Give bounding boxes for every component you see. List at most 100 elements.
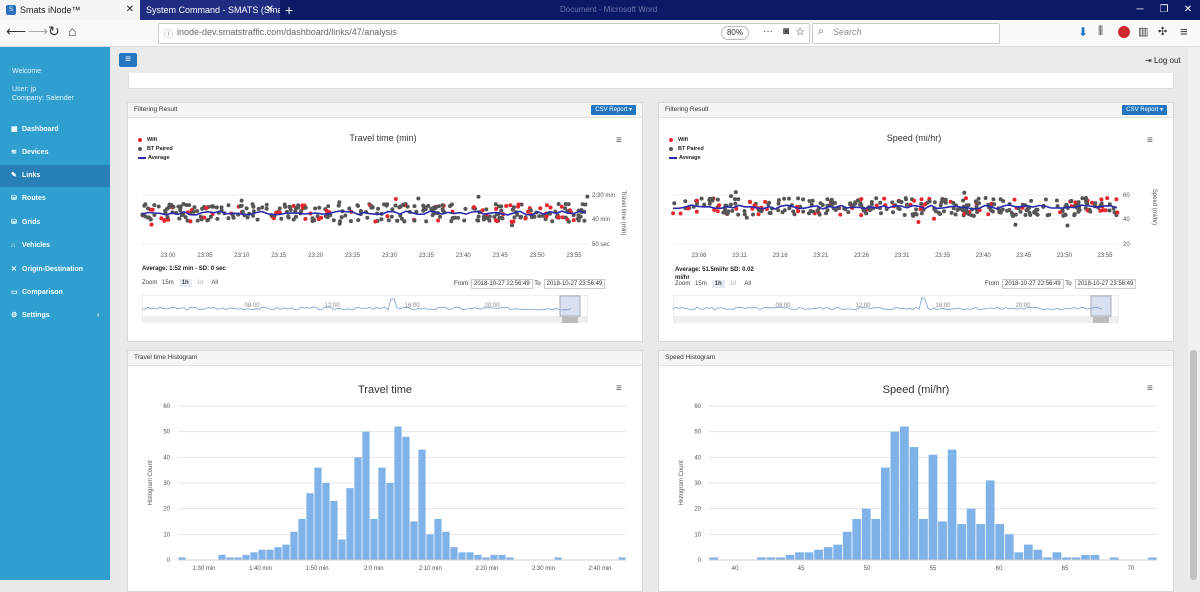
bt-point: [976, 196, 981, 201]
from-date-input[interactable]: 2018-10-27 22:56:49: [471, 279, 533, 289]
bt-point: [730, 208, 735, 213]
sidebar-item-settings[interactable]: ⚙ Settings ‹: [0, 305, 110, 327]
bt-point: [1013, 222, 1018, 227]
scrollbar-thumb[interactable]: [1190, 350, 1197, 580]
histogram-bar: [757, 557, 766, 560]
zoom-15m-button[interactable]: 15m: [695, 281, 707, 287]
from-date-input[interactable]: 2018-10-27 22:56:49: [1002, 279, 1064, 289]
to-date-input[interactable]: 2018-10-27 23:56:49: [1074, 279, 1137, 289]
speed-scatter-chart: 60 40 20 Speed (mi/hr) 23:06 23:11 23:16 23:21 2…: [671, 189, 1157, 259]
sidebar-toggle-icon[interactable]: ▥: [1138, 26, 1149, 38]
zoom-15m-button[interactable]: 15m: [162, 280, 174, 286]
sidebar-item-routes[interactable]: ⛁ Routes: [0, 188, 110, 210]
sidebar-item-label: Origin-Destination: [22, 266, 84, 273]
bt-point: [864, 211, 869, 216]
chart-menu-icon[interactable]: ≡: [616, 383, 622, 394]
logout-link[interactable]: ⇥ Log out: [1145, 56, 1181, 65]
bt-point: [1032, 210, 1037, 215]
tab-smats-inode[interactable]: S Smats iNode™ ✕: [0, 0, 140, 20]
search-field[interactable]: ⌕ Search: [812, 23, 1000, 44]
histogram-bar: [410, 521, 418, 560]
back-icon[interactable]: ⟵: [6, 23, 27, 39]
close-tab-icon[interactable]: ✕: [125, 4, 134, 15]
wifi-point: [495, 219, 499, 224]
sidebar-item-grids[interactable]: ⛁ Grids: [0, 212, 110, 234]
tab-system-command[interactable]: System Command - SMATS (Smar ✕: [140, 0, 280, 20]
library-icon[interactable]: ⫼: [1098, 25, 1104, 37]
reload-icon[interactable]: ↻: [48, 23, 60, 39]
bt-point: [187, 203, 192, 208]
new-tab-plus-icon[interactable]: +: [285, 2, 294, 18]
close-tab-icon[interactable]: ✕: [265, 4, 274, 15]
restore-icon[interactable]: ❐: [1159, 4, 1169, 15]
legend-average[interactable]: Average: [669, 154, 704, 163]
bt-point: [1069, 198, 1074, 203]
wifi-point: [838, 212, 843, 217]
menu-toggle-button[interactable]: ≡: [119, 53, 137, 67]
info-icon[interactable]: ⓘ: [164, 29, 174, 39]
to-date-input[interactable]: 2018-10-27 23:56:49: [543, 279, 606, 289]
page-actions-icon[interactable]: ···: [763, 26, 773, 37]
browser-menu-icon[interactable]: ≡: [1180, 24, 1188, 39]
chart-menu-icon[interactable]: ≡: [1147, 135, 1153, 146]
chart-menu-icon[interactable]: ≡: [1147, 383, 1153, 394]
histogram-bar: [909, 447, 919, 560]
x-tick-label: 23:45: [493, 253, 509, 259]
bt-point: [146, 206, 150, 211]
y-tick-label: 30: [163, 481, 170, 487]
bt-point: [256, 206, 261, 211]
chart-menu-icon[interactable]: ≡: [616, 135, 622, 146]
bt-point: [148, 217, 153, 221]
bt-point: [751, 212, 755, 217]
legend-bt-paired[interactable]: BT Paired: [138, 145, 173, 154]
close-window-icon[interactable]: ✕: [1183, 4, 1193, 15]
bt-point: [729, 194, 733, 199]
bt-point: [942, 198, 947, 203]
bookmark-star-icon[interactable]: ☆: [795, 26, 805, 38]
bt-point: [869, 202, 874, 207]
legend-average[interactable]: Average: [138, 154, 173, 163]
sidebar-item-links[interactable]: ✎ Links: [0, 165, 110, 187]
csv-report-button[interactable]: CSV Report ▾: [1122, 105, 1167, 115]
x-tick-label: 1:30 min: [192, 566, 215, 572]
navigator-scrollbar-thumb: [1093, 317, 1109, 323]
zoom-1d-button[interactable]: 1d: [729, 281, 737, 287]
histogram-bar: [234, 557, 242, 560]
zoom-level[interactable]: 80%: [720, 26, 749, 40]
legend-wifi[interactable]: Wifi: [138, 136, 173, 145]
bt-point: [264, 202, 269, 207]
home-icon[interactable]: ⌂: [68, 23, 77, 39]
sidebar-item-dashboard[interactable]: ▦ Dashboard: [0, 119, 110, 141]
x-tick-label: 45: [798, 566, 805, 572]
y-tick-label: 0: [698, 558, 702, 564]
bt-point: [376, 206, 381, 211]
download-icon[interactable]: ⬇: [1078, 25, 1089, 39]
bt-point: [1043, 197, 1048, 202]
address-bar[interactable]: ⓘ inode-dev.smatstraffic.com/dashboard/l…: [158, 23, 810, 44]
extension-icon[interactable]: ✣: [1158, 26, 1168, 38]
zoom-1h-button[interactable]: 1h: [178, 279, 192, 287]
sidebar-item-vehicles[interactable]: ⌂ Vehicles: [0, 235, 110, 257]
bt-point: [343, 213, 348, 218]
pocket-icon[interactable]: ◙: [782, 26, 789, 37]
sidebar-item-origin-destination[interactable]: ✕ Origin-Destination: [0, 259, 110, 281]
legend-bt-paired[interactable]: BT Paired: [669, 145, 704, 154]
zoom-selector: Zoom 15m 1h 1d All: [142, 279, 223, 287]
bt-point: [487, 214, 492, 219]
legend-wifi[interactable]: Wifi: [669, 136, 704, 145]
minimize-icon[interactable]: ─: [1136, 4, 1144, 15]
sidebar-item-devices[interactable]: ≋ Devices: [0, 142, 110, 164]
sidebar-item-comparison[interactable]: ▭ Comparison: [0, 282, 110, 304]
zoom-1d-button[interactable]: 1d: [196, 280, 204, 286]
adblock-icon[interactable]: [1118, 26, 1130, 38]
bt-point: [582, 218, 587, 223]
csv-report-button[interactable]: CSV Report ▾: [591, 105, 636, 115]
navigator-timeline[interactable]: 08:00 12:00 16:00 20:00: [142, 295, 588, 323]
bt-point: [878, 200, 883, 205]
zoom-all-button[interactable]: All: [211, 280, 219, 286]
zoom-1h-button[interactable]: 1h: [711, 280, 725, 288]
zoom-all-button[interactable]: All: [744, 281, 752, 287]
wifi-point: [556, 215, 561, 220]
navigator-timeline[interactable]: 08:00 12:00 16:00 20:00: [673, 295, 1119, 323]
forward-icon[interactable]: ⟶: [28, 23, 49, 39]
